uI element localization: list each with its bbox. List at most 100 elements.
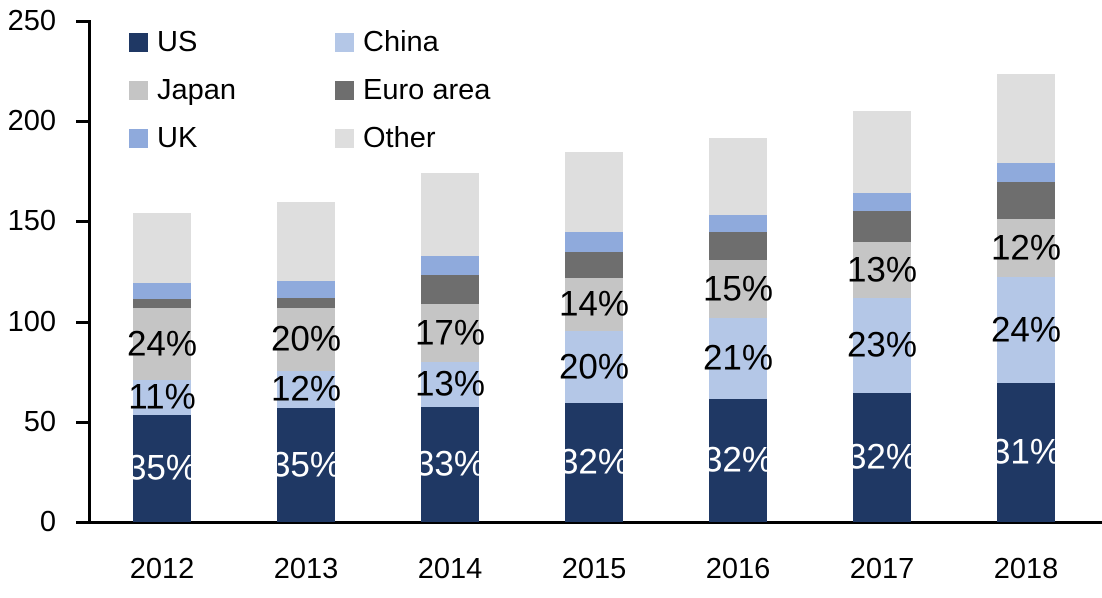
bar-segment-china-2012 (133, 379, 191, 415)
bar-segment-label: 13% (414, 364, 486, 404)
bar-segment-label: 20% (270, 319, 342, 359)
bar-segment-uk-2013 (277, 280, 335, 298)
bar-segment-euro-area-2015 (565, 252, 623, 278)
bar-segment-euro-area-2014 (421, 274, 479, 304)
bar-segment-china-2017 (853, 297, 911, 393)
legend-item-uk: UK (129, 114, 335, 162)
bar-segment-uk-2017 (853, 193, 911, 212)
legend-label: Euro area (363, 73, 491, 106)
y-axis-tick-label: 250 (7, 5, 56, 37)
bar-segment-euro-area-2013 (277, 297, 335, 308)
x-axis-category-label: 2018 (993, 553, 1059, 585)
bar-segment-label: 32% (846, 437, 918, 477)
x-axis-category-label: 2013 (273, 553, 339, 585)
bar-segment-label: 31% (990, 432, 1062, 472)
y-axis-tick-mark (76, 521, 89, 524)
legend-swatch-icon (335, 80, 354, 100)
x-axis-line (76, 521, 1102, 524)
bar-segment-japan-2018 (997, 219, 1055, 277)
bar-segment-japan-2015 (565, 277, 623, 331)
y-axis-tick-mark (76, 220, 89, 224)
bar-segment-uk-2018 (997, 163, 1055, 183)
legend-swatch-icon (335, 128, 354, 148)
bar-segment-label: 13% (846, 250, 918, 290)
legend-item-euro-area: Euro area (335, 66, 490, 114)
bar-segment-us-2014 (421, 406, 479, 522)
bar-segment-uk-2016 (709, 215, 767, 233)
bar-segment-label: 23% (846, 325, 918, 365)
bar-segment-label: 32% (702, 440, 774, 480)
legend-swatch-icon (129, 32, 148, 52)
legend-swatch-icon (129, 80, 148, 100)
y-axis-line (88, 20, 91, 524)
legend-label: UK (157, 121, 198, 154)
x-axis-category-label: 2015 (561, 553, 627, 585)
bar-segment-us-2013 (277, 407, 335, 522)
bar-segment-us-2016 (709, 398, 767, 522)
legend-label: US (157, 25, 198, 58)
bar-segment-china-2018 (997, 276, 1055, 383)
legend-label: Other (363, 121, 436, 154)
bar-segment-china-2013 (277, 370, 335, 408)
bar-segment-uk-2015 (565, 232, 623, 253)
x-axis-category-label: 2012 (129, 553, 195, 585)
y-axis-tick-mark (76, 420, 89, 424)
bar-segment-other-2017 (853, 111, 911, 194)
x-axis-category-label: 2016 (705, 553, 771, 585)
x-axis-category-label: 2017 (849, 553, 915, 585)
bar-segment-label: 11% (128, 377, 196, 417)
bar-segment-japan-2014 (421, 303, 479, 362)
y-axis-tick-label: 100 (7, 305, 56, 338)
bar-segment-china-2015 (565, 330, 623, 403)
bar-segment-label: 17% (414, 313, 486, 353)
bar-segment-us-2017 (853, 392, 911, 522)
bar-segment-euro-area-2012 (133, 298, 191, 308)
legend-item-other: Other (335, 114, 490, 162)
bar-segment-us-2015 (565, 402, 623, 522)
bar-segment-other-2018 (997, 74, 1055, 164)
bar-segment-euro-area-2016 (709, 232, 767, 261)
y-axis-tick-label: 200 (7, 105, 56, 138)
legend-item-us: US (129, 18, 335, 66)
legend-item-china: China (335, 18, 490, 66)
y-axis-tick-mark (76, 20, 89, 23)
bar-segment-uk-2014 (421, 256, 479, 275)
y-axis-tick-label: 150 (7, 205, 56, 238)
bar-segment-other-2012 (133, 213, 191, 283)
bar-segment-label: 12% (990, 228, 1062, 268)
y-axis-tick-mark (76, 320, 89, 324)
bar-segment-label: 21% (702, 338, 774, 378)
bar-segment-us-2018 (997, 382, 1055, 522)
bar-segment-label: 12% (270, 369, 342, 409)
bar-segment-china-2014 (421, 361, 479, 407)
bar-segment-euro-area-2017 (853, 211, 911, 243)
legend-item-japan: Japan (129, 66, 335, 114)
bar-segment-uk-2012 (133, 282, 191, 299)
bar-segment-us-2012 (133, 414, 191, 522)
x-axis-category-label: 2014 (417, 553, 483, 585)
bar-segment-label: 14% (558, 284, 630, 324)
bar-segment-label: 15% (702, 269, 774, 309)
bar-segment-china-2016 (709, 317, 767, 399)
bar-segment-label: 35% (270, 445, 342, 485)
y-axis-tick-mark (76, 120, 89, 124)
bar-segment-other-2016 (709, 138, 767, 216)
bar-segment-japan-2017 (853, 242, 911, 298)
legend: US China Japan Euro area UK Other (129, 18, 490, 162)
bar-segment-euro-area-2018 (997, 182, 1055, 220)
legend-label: China (363, 25, 439, 58)
bar-segment-other-2014 (421, 173, 479, 257)
bar-segment-other-2015 (565, 152, 623, 233)
legend-swatch-icon (335, 32, 354, 52)
bar-segment-other-2013 (277, 202, 335, 281)
bar-segment-japan-2012 (133, 307, 191, 380)
bar-segment-japan-2016 (709, 260, 767, 318)
legend-swatch-icon (129, 128, 148, 148)
bar-segment-label: 24% (990, 310, 1062, 350)
y-axis-tick-label: 0 (39, 506, 56, 538)
legend-label: Japan (157, 73, 237, 106)
bar-segment-label: 32% (558, 442, 630, 482)
bar-segment-label: 20% (558, 347, 630, 387)
bar-segment-japan-2013 (277, 307, 335, 371)
